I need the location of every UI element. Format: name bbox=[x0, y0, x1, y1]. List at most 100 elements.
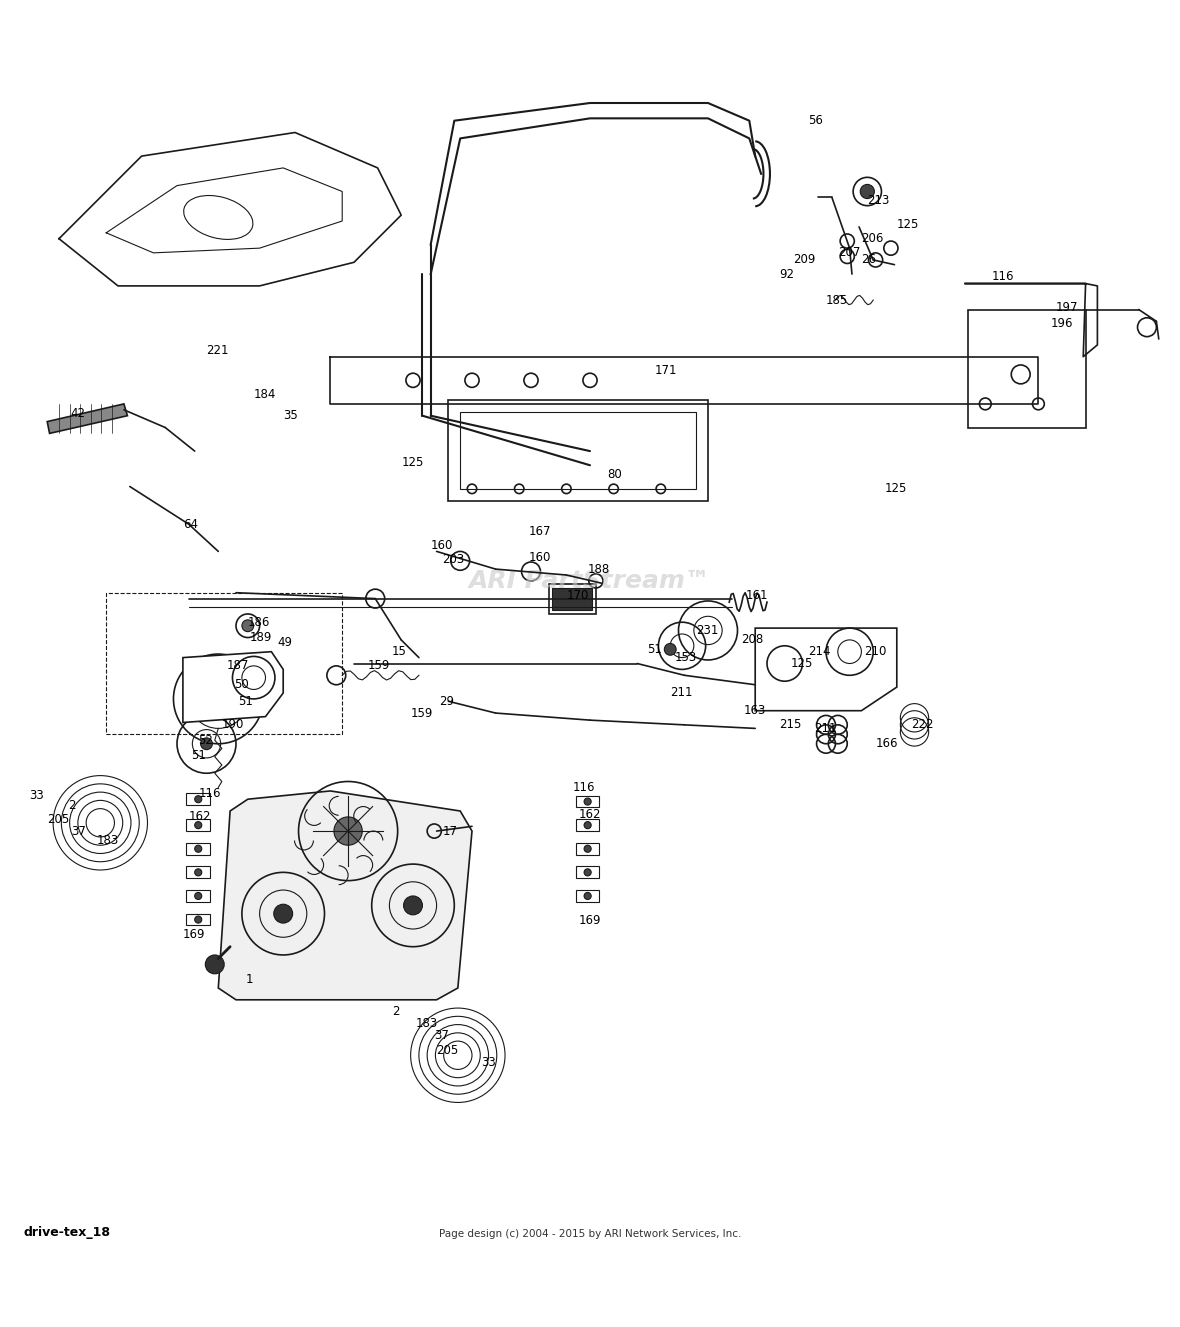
Bar bbox=[448, 401, 708, 500]
Text: 209: 209 bbox=[793, 253, 815, 267]
Bar bbox=[186, 867, 210, 878]
Text: 187: 187 bbox=[227, 660, 249, 673]
Text: 116: 116 bbox=[198, 787, 221, 800]
Text: 125: 125 bbox=[897, 218, 919, 231]
Text: 51: 51 bbox=[191, 748, 206, 762]
Text: 169: 169 bbox=[183, 929, 205, 941]
Text: 15: 15 bbox=[392, 645, 407, 658]
Text: 162: 162 bbox=[189, 811, 211, 823]
Circle shape bbox=[195, 821, 202, 828]
Bar bbox=[576, 867, 599, 878]
Text: 189: 189 bbox=[250, 632, 273, 644]
Text: Page design (c) 2004 - 2015 by ARI Network Services, Inc.: Page design (c) 2004 - 2015 by ARI Netwo… bbox=[439, 1229, 741, 1239]
Polygon shape bbox=[47, 403, 127, 434]
Circle shape bbox=[584, 821, 591, 828]
Text: 183: 183 bbox=[415, 1016, 438, 1030]
Text: 56: 56 bbox=[808, 114, 824, 127]
Circle shape bbox=[274, 904, 293, 924]
Text: 80: 80 bbox=[608, 468, 623, 482]
Text: 183: 183 bbox=[97, 833, 119, 847]
Text: 125: 125 bbox=[401, 456, 424, 470]
Text: 33: 33 bbox=[481, 1056, 496, 1068]
Text: 163: 163 bbox=[743, 705, 766, 717]
Text: 33: 33 bbox=[30, 790, 45, 802]
Text: 169: 169 bbox=[578, 914, 601, 928]
Circle shape bbox=[584, 869, 591, 876]
Text: 37: 37 bbox=[434, 1028, 450, 1042]
Circle shape bbox=[584, 893, 591, 900]
Text: 205: 205 bbox=[437, 1044, 459, 1058]
Text: 35: 35 bbox=[283, 409, 297, 422]
Text: 159: 159 bbox=[411, 706, 433, 719]
Text: 153: 153 bbox=[675, 652, 697, 664]
Text: 213: 213 bbox=[867, 195, 890, 207]
Text: 160: 160 bbox=[529, 551, 551, 564]
Circle shape bbox=[584, 798, 591, 805]
Bar bbox=[106, 593, 342, 734]
Text: 211: 211 bbox=[670, 686, 693, 699]
Text: 2: 2 bbox=[392, 1005, 399, 1018]
Bar bbox=[576, 819, 599, 831]
Bar bbox=[186, 890, 210, 902]
Polygon shape bbox=[755, 628, 897, 711]
Text: 116: 116 bbox=[991, 269, 1014, 283]
Text: 92: 92 bbox=[779, 268, 794, 280]
Text: 214: 214 bbox=[808, 645, 831, 658]
Text: 116: 116 bbox=[572, 780, 595, 794]
Text: 215: 215 bbox=[779, 718, 801, 731]
Circle shape bbox=[205, 955, 224, 974]
Text: 231: 231 bbox=[696, 624, 719, 637]
Text: drive-tex_18: drive-tex_18 bbox=[24, 1226, 111, 1239]
Text: 42: 42 bbox=[71, 407, 86, 419]
Text: 167: 167 bbox=[529, 525, 551, 537]
Text: 210: 210 bbox=[864, 645, 886, 658]
Text: 170: 170 bbox=[566, 589, 589, 601]
Text: 207: 207 bbox=[838, 247, 860, 259]
Bar bbox=[186, 819, 210, 831]
Bar bbox=[552, 588, 592, 610]
Circle shape bbox=[195, 893, 202, 900]
Text: 162: 162 bbox=[578, 808, 601, 821]
Text: 51: 51 bbox=[238, 695, 254, 707]
Bar bbox=[186, 843, 210, 855]
Text: 188: 188 bbox=[588, 563, 610, 576]
Text: 222: 222 bbox=[911, 718, 933, 731]
Text: 51: 51 bbox=[647, 642, 662, 656]
Text: 190: 190 bbox=[222, 718, 244, 731]
Text: 161: 161 bbox=[746, 589, 768, 601]
Text: ARI PartStream™: ARI PartStream™ bbox=[470, 569, 710, 593]
Text: 171: 171 bbox=[655, 365, 677, 377]
Text: 125: 125 bbox=[791, 657, 813, 670]
Bar bbox=[576, 890, 599, 902]
Bar bbox=[968, 309, 1086, 427]
Text: 211: 211 bbox=[814, 722, 837, 735]
Text: 221: 221 bbox=[206, 344, 229, 357]
Circle shape bbox=[334, 817, 362, 845]
Text: 185: 185 bbox=[826, 293, 848, 307]
Text: 1: 1 bbox=[245, 973, 253, 986]
Bar bbox=[576, 843, 599, 855]
Circle shape bbox=[242, 620, 254, 632]
Circle shape bbox=[201, 738, 212, 750]
Text: 50: 50 bbox=[234, 678, 248, 691]
Text: 186: 186 bbox=[248, 616, 270, 629]
Text: 17: 17 bbox=[442, 824, 458, 837]
Text: 159: 159 bbox=[368, 660, 391, 673]
Bar bbox=[576, 796, 599, 807]
Text: 125: 125 bbox=[885, 482, 907, 495]
Text: 37: 37 bbox=[71, 824, 86, 837]
Text: 206: 206 bbox=[861, 232, 884, 245]
Circle shape bbox=[195, 916, 202, 924]
Text: 49: 49 bbox=[277, 636, 293, 649]
Bar bbox=[186, 914, 210, 925]
Text: 197: 197 bbox=[1056, 301, 1079, 313]
Text: 196: 196 bbox=[1050, 317, 1073, 330]
Circle shape bbox=[195, 796, 202, 803]
Circle shape bbox=[195, 869, 202, 876]
Text: 184: 184 bbox=[254, 387, 276, 401]
Text: 2: 2 bbox=[68, 799, 76, 812]
Circle shape bbox=[584, 845, 591, 852]
Circle shape bbox=[206, 687, 230, 711]
Bar bbox=[549, 584, 596, 614]
Text: 26: 26 bbox=[861, 253, 877, 267]
